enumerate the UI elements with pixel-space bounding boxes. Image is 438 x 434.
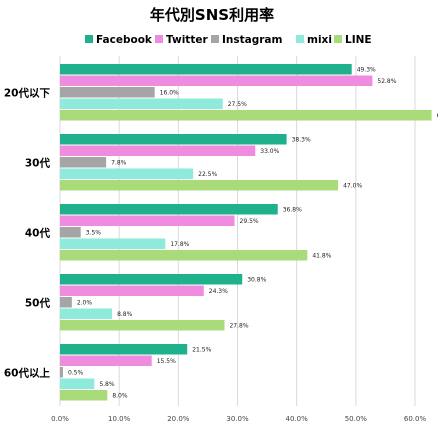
data-label: 36.8% (283, 206, 302, 213)
legend-label-mixi: mixi (307, 34, 332, 46)
bar-twitter (60, 145, 256, 156)
bar-mixi (60, 308, 113, 319)
bars (60, 64, 432, 401)
legend-swatch-line (334, 35, 342, 43)
bar-twitter (60, 215, 235, 226)
bar-twitter (60, 285, 204, 296)
x-tick-label: 30.0% (226, 415, 249, 423)
bar-instagram (60, 157, 107, 168)
bar-instagram (60, 367, 63, 378)
data-label: 33.0% (260, 148, 279, 155)
data-label: 24.3% (209, 288, 228, 295)
legend: Facebook Twitter Instagram mixi LINE (85, 34, 372, 46)
category-label: 40代 (25, 226, 51, 239)
data-label: 2.0% (77, 299, 93, 306)
legend-swatch-twitter (155, 35, 163, 43)
x-tick-label: 40.0% (286, 415, 309, 423)
category-label: 50代 (25, 296, 51, 309)
bar-mixi (60, 378, 95, 389)
category-label: 60代以上 (4, 366, 51, 379)
category-label: 30代 (25, 156, 51, 169)
data-label: 5.8% (99, 381, 115, 388)
data-label: 21.5% (192, 346, 211, 353)
legend-swatch-facebook (85, 35, 93, 43)
data-label: 3.5% (86, 229, 102, 236)
data-label: 49.3% (357, 66, 376, 73)
data-label: 62.8% (437, 112, 438, 119)
data-label: 27.8% (229, 322, 248, 329)
data-label: 29.5% (240, 218, 259, 225)
bar-mixi (60, 238, 166, 249)
bar-line (60, 110, 432, 121)
chart-title: 年代別SNS利用率 (150, 6, 274, 24)
data-label: 30.8% (247, 276, 266, 283)
data-label: 27.5% (228, 101, 247, 108)
bar-line (60, 180, 339, 191)
data-label: 15.5% (157, 358, 176, 365)
bar-facebook (60, 134, 287, 145)
data-label: 41.8% (312, 252, 331, 259)
x-tick-label: 0.0% (51, 415, 69, 423)
legend-swatch-instagram (211, 35, 219, 43)
legend-label-facebook: Facebook (96, 34, 153, 46)
data-label: 0.5% (68, 369, 84, 376)
bar-facebook (60, 274, 243, 285)
data-label: 17.8% (170, 241, 189, 248)
data-label: 52.8% (377, 78, 396, 85)
data-label: 16.0% (160, 89, 179, 96)
bar-mixi (60, 168, 194, 179)
bar-mixi (60, 98, 223, 109)
data-label: 47.0% (343, 182, 362, 189)
x-tick-label: 60.0% (404, 415, 427, 423)
data-label: 22.5% (198, 171, 217, 178)
data-label: 8.8% (117, 311, 133, 318)
legend-label-instagram: Instagram (222, 34, 283, 46)
bar-facebook (60, 64, 352, 75)
bar-line (60, 320, 225, 331)
data-label: 8.0% (112, 392, 128, 399)
legend-swatch-mixi (296, 35, 304, 43)
category-label: 20代以下 (4, 86, 51, 99)
data-labels: 49.3%52.8% 16.0% 27.5% 62.8% 38.3% 33.0% 7.8% 2… (68, 66, 438, 399)
x-tick-labels: 0.0% 10.0% 20.0% 30.0% 40.0% 50.0% 60.0% (51, 415, 426, 423)
bar-twitter (60, 355, 152, 366)
bar-instagram (60, 227, 81, 238)
data-label: 38.3% (292, 136, 311, 143)
data-label: 7.8% (111, 159, 127, 166)
bar-instagram (60, 87, 155, 98)
bar-instagram (60, 297, 72, 308)
bar-line (60, 250, 308, 261)
category-labels: 20代以下 30代 40代 50代 60代以上 (4, 86, 51, 379)
x-tick-label: 20.0% (167, 415, 190, 423)
bar-twitter (60, 75, 373, 86)
x-tick-label: 50.0% (345, 415, 368, 423)
bar-facebook (60, 204, 278, 215)
legend-label-line: LINE (345, 34, 372, 46)
legend-label-twitter: Twitter (166, 34, 208, 46)
bar-line (60, 390, 108, 401)
bar-facebook (60, 344, 188, 355)
x-tick-label: 10.0% (108, 415, 131, 423)
